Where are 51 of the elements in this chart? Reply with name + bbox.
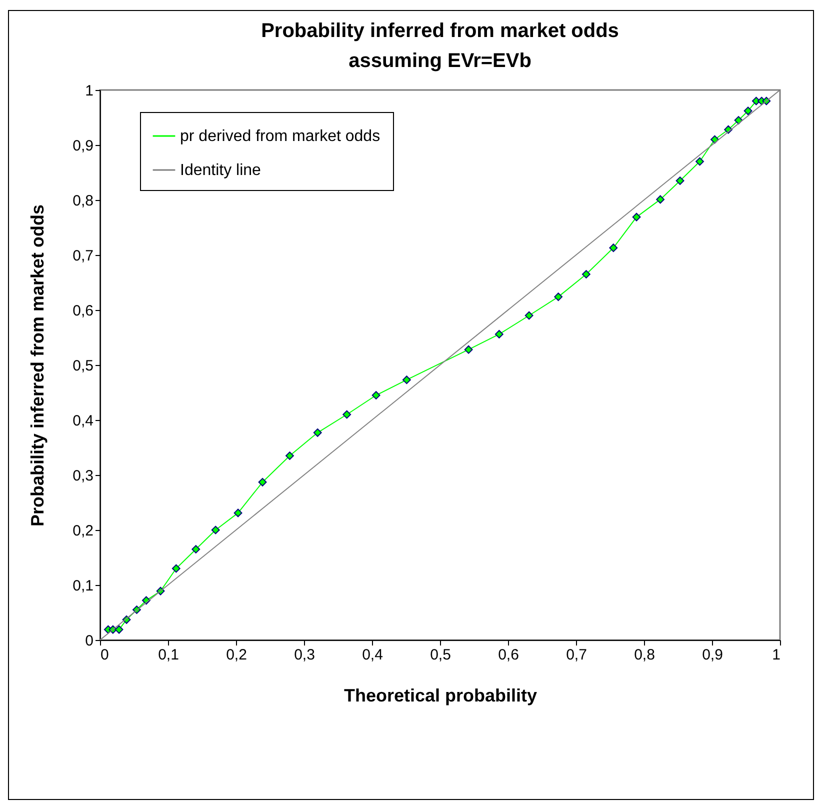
y-tick-label: 0 (85, 632, 94, 650)
x-tick-label: 0,2 (226, 646, 247, 664)
point (234, 508, 242, 518)
x-tick-label: 0,3 (294, 646, 315, 664)
y-tick-label: 0,5 (72, 358, 94, 374)
y-tick-label: 0,7 (72, 248, 94, 264)
point (632, 212, 641, 222)
x-tick-label: 0,1 (158, 646, 179, 664)
y-tick-label: 0,3 (72, 468, 94, 484)
point (656, 195, 665, 204)
point (609, 244, 618, 252)
point (211, 526, 220, 534)
text: assuming EVr=EVb (348, 50, 532, 72)
point (192, 545, 200, 554)
point (524, 311, 534, 320)
y-tick-label: 0,4 (72, 412, 94, 430)
point (172, 564, 180, 573)
x-tick-label: 0,5 (430, 646, 451, 664)
point (744, 106, 752, 116)
x-tick-label: 0,7 (566, 646, 587, 664)
legend-label: Identity line (180, 162, 262, 179)
point (114, 625, 124, 634)
text: Probability inferred from market odds (261, 20, 619, 42)
x-axis-title: Theoretical probability (344, 686, 538, 706)
point (286, 452, 294, 460)
point (696, 157, 704, 166)
point (258, 478, 267, 486)
point (372, 391, 380, 400)
point (554, 292, 563, 302)
point (402, 376, 411, 384)
point (464, 345, 473, 354)
x-tick-label: 0 (100, 646, 109, 664)
y-tick-label: 0,6 (72, 302, 94, 320)
y-tick-label: 0,8 (72, 192, 94, 210)
x-tick-label: 1 (772, 646, 780, 664)
point (710, 135, 719, 144)
y-tick-label: 1 (85, 82, 94, 100)
point (582, 270, 590, 278)
y-tick-label: 0,2 (72, 522, 94, 540)
x-tick-label: 0,6 (498, 646, 519, 664)
point (494, 330, 504, 338)
x-tick-label: 0,9 (702, 646, 723, 664)
y-axis-title: Probability inferred from market odds (28, 204, 48, 527)
legend-label: pr derived from market odds (180, 128, 380, 145)
x-tick-label: 0,4 (362, 646, 383, 664)
x-tick-label: 0,8 (634, 646, 655, 664)
point (676, 176, 684, 185)
y-tick-label: 0,1 (72, 578, 94, 594)
point (313, 428, 322, 437)
y-tick-label: 0,9 (72, 138, 94, 154)
point (342, 410, 352, 419)
